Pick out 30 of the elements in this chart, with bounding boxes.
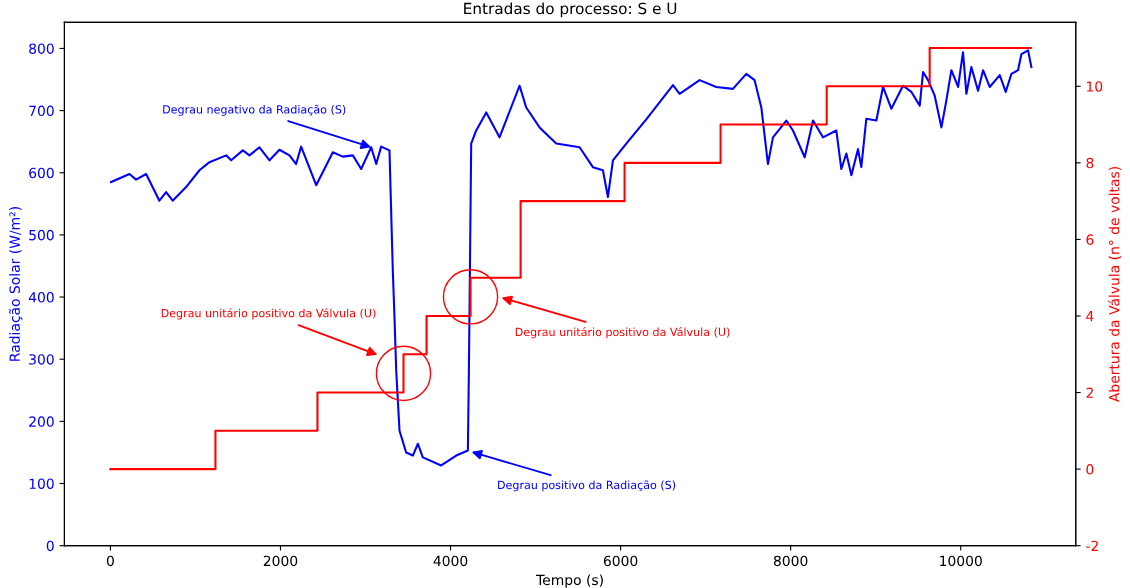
y2-tick-label: 6 <box>1086 234 1094 245</box>
y-tick-label: 700 <box>29 105 54 117</box>
annotation: Degrau negativo da Radiação (S) <box>163 104 346 116</box>
x-tick-label: 4000 <box>433 555 468 567</box>
annotation: Degrau unitário positivo da Válvula (U) <box>161 308 376 320</box>
x-tick-label: 8000 <box>773 555 808 567</box>
y2-tick-label: -2 <box>1086 540 1098 551</box>
y-tick-label: 300 <box>29 354 54 365</box>
x-tick-label: 0 <box>106 555 114 567</box>
y-tick-label: 100 <box>29 478 54 489</box>
x-axis-title: Tempo (s) <box>536 574 603 588</box>
y2-tick-label: 0 <box>1086 464 1094 475</box>
y-tick-label: 400 <box>28 292 54 303</box>
y2-tick-label: 8 <box>1086 157 1094 169</box>
y-tick-label: 500 <box>29 229 54 241</box>
x-tick-label: 2000 <box>263 555 298 567</box>
y-tick-label: 200 <box>29 416 54 427</box>
y2-tick-label: 10 <box>1087 81 1103 92</box>
y-axis-title: Radiação Solar (W/m²) <box>8 207 23 361</box>
x-tick-label: 6000 <box>603 555 638 567</box>
annotation: Degrau unitário positivo da Válvula (U) <box>515 327 730 339</box>
y-tick-label: 600 <box>29 167 54 179</box>
y-tick-label: 800 <box>29 43 54 54</box>
chart-title: Entradas do processo: S e U <box>464 2 677 18</box>
y2-tick-label: 4 <box>1086 311 1094 322</box>
annotation: Degrau positivo da Radiação (S) <box>498 480 676 492</box>
x-tick-label: 10000 <box>940 555 982 567</box>
y2-axis-title: Abertura da Válvula (n° de voltas) <box>1108 167 1122 403</box>
y2-tick-label: 2 <box>1086 387 1093 398</box>
y-tick-label: 0 <box>46 540 54 552</box>
